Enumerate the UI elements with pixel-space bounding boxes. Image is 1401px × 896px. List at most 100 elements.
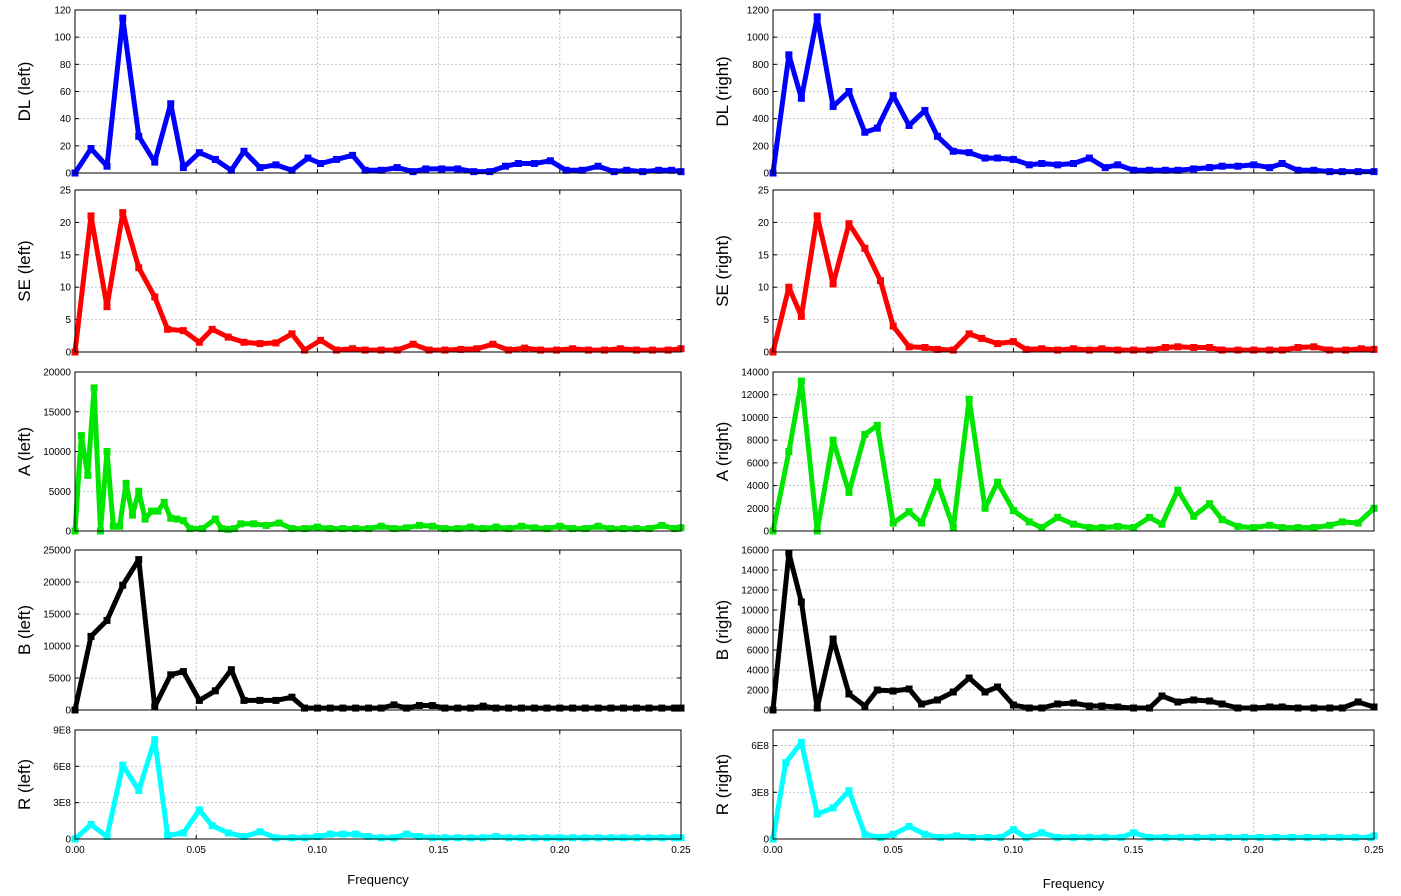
data-point [873, 686, 881, 694]
data-point [377, 834, 385, 842]
data-point [1294, 524, 1302, 532]
data-point [1218, 162, 1226, 170]
data-point [861, 702, 869, 710]
y-tick-label: 15000 [43, 610, 71, 621]
data-point [195, 149, 203, 157]
data-point [918, 519, 926, 527]
data-point [1326, 346, 1334, 354]
data-point [1250, 161, 1258, 169]
data-point [921, 830, 929, 838]
data-point [428, 702, 436, 710]
y-tick-label: 5000 [49, 487, 72, 498]
data-point [208, 822, 216, 830]
data-point [160, 498, 168, 506]
data-point [135, 556, 143, 564]
series-line-dl-right [770, 14, 1377, 176]
data-point [1009, 826, 1017, 834]
data-point [454, 165, 462, 173]
data-point [1326, 521, 1334, 529]
y-tick-label: 200 [752, 141, 769, 152]
data-point [1206, 164, 1214, 172]
data-point [352, 830, 360, 838]
data-point [1130, 166, 1138, 174]
data-point [569, 704, 577, 712]
data-point [1234, 162, 1242, 170]
data-point [1114, 703, 1122, 711]
data-point [301, 525, 309, 533]
x-tick-label: 0.05 [883, 845, 903, 856]
data-point [135, 132, 143, 140]
data-point [645, 525, 653, 533]
data-point [937, 833, 945, 841]
y-axis-label: B (left) [15, 605, 34, 655]
x-tick-label: 0.10 [308, 845, 328, 856]
data-point [479, 834, 487, 842]
data-point [518, 704, 526, 712]
data-point [1266, 346, 1274, 354]
data-point [578, 166, 586, 174]
y-tick-label: 2000 [747, 504, 770, 515]
data-point [1319, 833, 1327, 841]
data-point [905, 508, 913, 516]
data-point [1234, 522, 1242, 530]
data-point [1294, 343, 1302, 351]
data-point [224, 525, 232, 533]
data-point [782, 759, 790, 767]
data-point [1338, 704, 1346, 712]
data-point [1145, 346, 1153, 354]
data-point [1101, 164, 1109, 172]
data-point [473, 345, 481, 353]
data-point [994, 340, 1002, 348]
data-point [179, 327, 187, 335]
data-point [87, 212, 95, 220]
data-point [333, 155, 341, 163]
data-point [154, 507, 162, 515]
data-point [119, 209, 127, 217]
y-tick-label: 20000 [43, 578, 71, 589]
data-point [393, 346, 401, 354]
data-point [1278, 703, 1286, 711]
data-point [179, 829, 187, 837]
data-point [1070, 699, 1077, 707]
data-point [1310, 524, 1318, 532]
data-point [1161, 343, 1169, 351]
data-point [128, 511, 136, 519]
data-point [349, 151, 357, 159]
data-point [1130, 524, 1138, 532]
data-point [365, 833, 373, 841]
data-point [813, 704, 821, 712]
data-point [530, 159, 538, 167]
data-point [1266, 521, 1274, 529]
data-point [1278, 346, 1286, 354]
data-point [845, 787, 853, 795]
data-point [339, 830, 347, 838]
data-point [616, 345, 624, 353]
data-point [584, 346, 592, 354]
data-point [933, 696, 941, 704]
data-point [829, 436, 837, 444]
data-point [1117, 833, 1125, 841]
data-point [905, 823, 913, 831]
data-point [556, 834, 564, 842]
data-point [639, 168, 647, 176]
data-point [119, 581, 127, 589]
y-tick-label: 10000 [741, 606, 769, 617]
data-point [1190, 343, 1198, 351]
data-point [1351, 833, 1359, 841]
data-point [250, 520, 258, 528]
data-point [1256, 833, 1264, 841]
data-point [889, 830, 897, 838]
panel-dl-left: 0 20 40 60 80 100 120 DL (left) [15, 6, 685, 180]
data-point [569, 834, 577, 842]
data-point [151, 736, 159, 744]
data-point [1266, 164, 1274, 172]
data-point [1038, 345, 1046, 353]
data-point [186, 525, 194, 533]
data-point [933, 345, 941, 353]
y-tick-label: 6E8 [53, 762, 71, 773]
data-point [1161, 166, 1169, 174]
y-tick-label: 25000 [43, 546, 71, 557]
data-point [467, 523, 475, 531]
data-point [492, 704, 500, 712]
